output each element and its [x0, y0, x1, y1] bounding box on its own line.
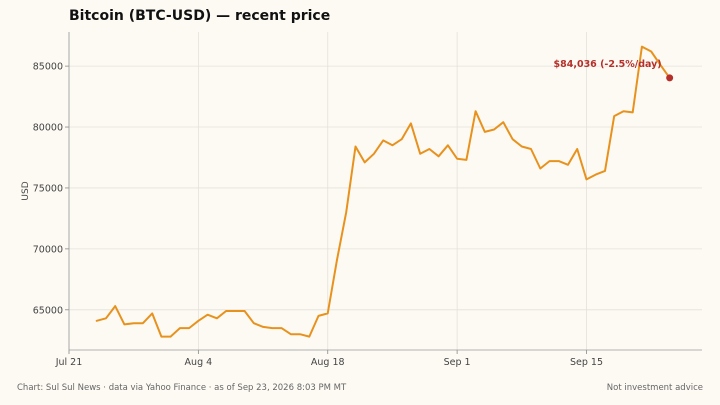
y-tick-label: 80000 — [33, 123, 63, 134]
x-tick-label: Aug 18 — [311, 357, 345, 368]
x-tick-label: Sep 15 — [570, 357, 603, 368]
chart-source-note: Chart: Sul Sul News · data via Yahoo Fin… — [17, 383, 347, 393]
last-price-marker — [666, 74, 674, 82]
last-price-annotation: $84,036 (-2.5%/day) — [554, 59, 662, 70]
y-tick-label: 85000 — [33, 62, 63, 73]
y-tick-label: 75000 — [33, 183, 63, 194]
disclaimer-note: Not investment advice — [606, 383, 703, 393]
axis-layer: 65000 70000 75000 80000 85000 Jul 21 Aug 4 Aug … — [21, 32, 702, 368]
series-layer — [95, 45, 671, 338]
chart-title: Bitcoin (BTC-USD) — recent price — [69, 8, 331, 24]
x-tick-label: Jul 21 — [55, 357, 83, 368]
price-line — [95, 45, 671, 338]
y-axis-label: USD — [21, 181, 31, 200]
annotation-layer: $84,036 (-2.5%/day) — [554, 59, 674, 82]
y-tick-label: 70000 — [33, 244, 63, 255]
x-tick-label: Sep 1 — [444, 357, 471, 368]
y-tick-label: 65000 — [33, 305, 63, 316]
x-tick-label: Aug 4 — [185, 357, 213, 368]
grid-layer — [68, 32, 702, 350]
